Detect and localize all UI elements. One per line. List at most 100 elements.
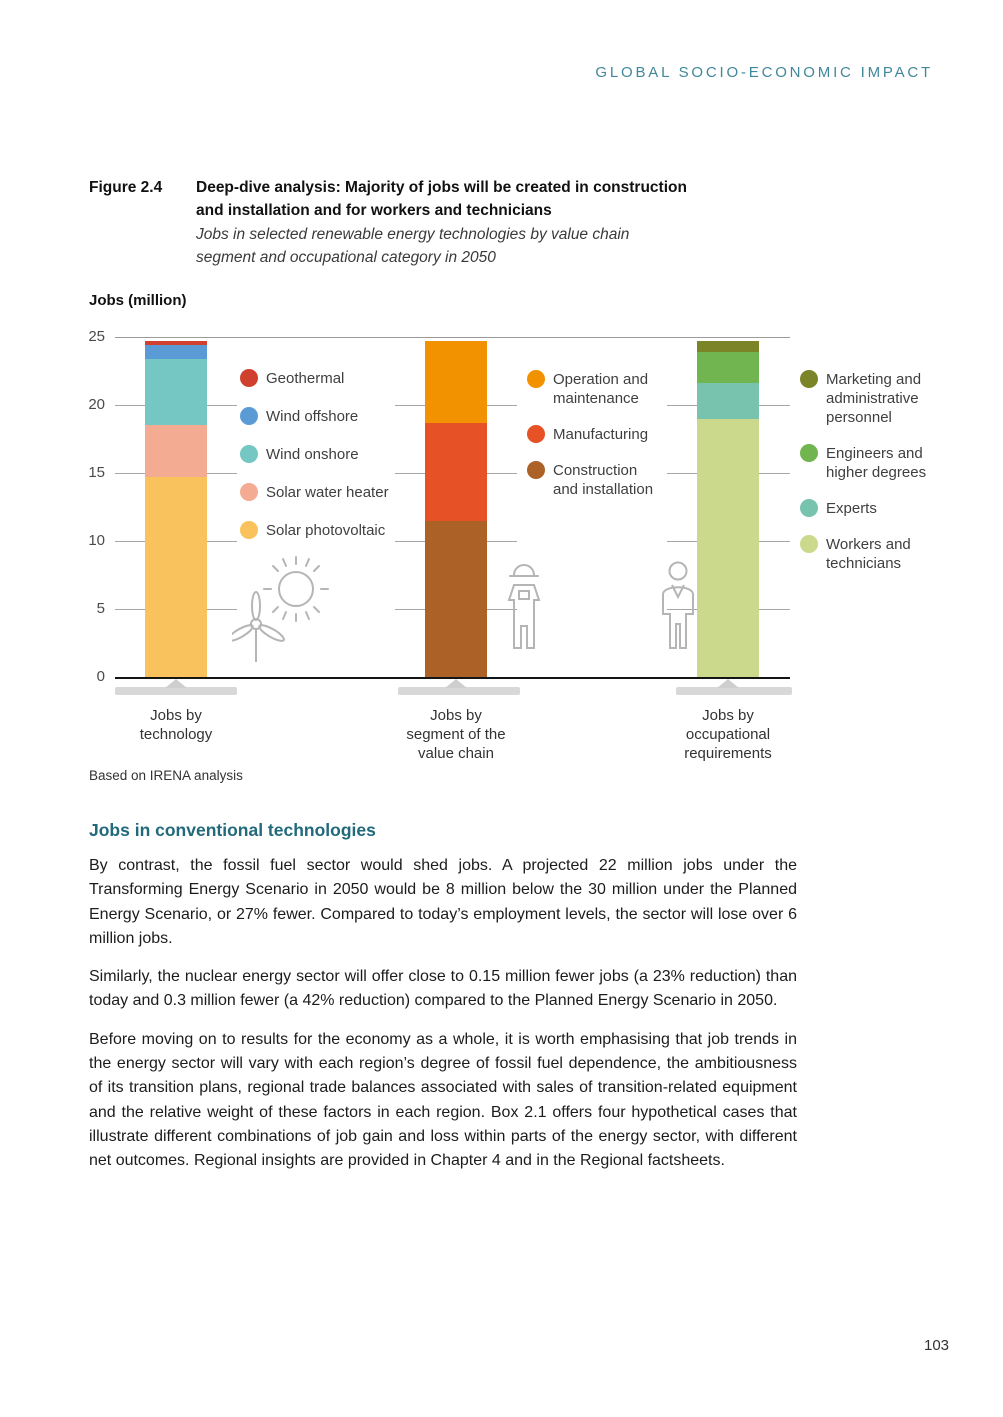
running-header: GLOBAL SOCIO-ECONOMIC IMPACT xyxy=(595,64,933,81)
legend-label: Solar photovoltaic xyxy=(266,522,386,539)
category-label: Jobs by technology xyxy=(139,707,213,743)
figure-caption: Figure 2.4 Deep-dive analysis: Majority … xyxy=(89,176,687,269)
legend-label: Wind offshore xyxy=(266,408,359,425)
legend-dot-icon xyxy=(527,370,545,388)
bar-segment-experts xyxy=(697,383,759,419)
category-label: Jobs by occupational requirements xyxy=(684,707,772,762)
bar-segment-operation-and-maintenance xyxy=(425,341,487,423)
legend-dot-icon xyxy=(240,445,258,463)
gridline-segment xyxy=(115,405,145,406)
legend-dot-icon xyxy=(800,444,818,462)
bar-segment-manufacturing xyxy=(425,422,487,521)
bar-segment-marketing-and-administrative-personnel xyxy=(697,341,759,352)
bar-pedestal-arrow xyxy=(445,679,467,688)
legend-item: Manufacturing xyxy=(527,425,653,444)
legend-item: Operation and maintenance xyxy=(527,370,653,408)
legend-dot-icon xyxy=(800,370,818,388)
legend-dot-icon xyxy=(800,499,818,517)
gridline-segment xyxy=(207,541,237,542)
bar-pedestal xyxy=(115,687,237,695)
gridline-segment xyxy=(115,609,145,610)
gridline-segment xyxy=(207,473,237,474)
bar-pedestal-arrow xyxy=(717,679,739,688)
legend-item: Solar water heater xyxy=(240,483,389,502)
category-label: Jobs by segment of the value chain xyxy=(406,707,506,762)
legend-label: Wind onshore xyxy=(266,446,359,463)
legend-label: Geothermal xyxy=(266,370,345,387)
gridline-segment xyxy=(759,405,790,406)
legend-technology: Geothermal Wind offshore Wind onshore Solar… xyxy=(240,369,389,540)
gridline-segment xyxy=(487,473,517,474)
gridline-segment xyxy=(487,541,517,542)
y-axis-tick-label: 25 xyxy=(88,328,105,345)
x-axis-line xyxy=(115,677,790,679)
bar-segment-geothermal xyxy=(145,341,207,346)
legend-dot-icon xyxy=(240,483,258,501)
body-text: Jobs in conventional technologies By con… xyxy=(89,820,797,1188)
figure-title-block: Deep-dive analysis: Majority of jobs wil… xyxy=(196,176,687,269)
bar-pedestal-arrow xyxy=(165,679,187,688)
legend-label: Operation and maintenance xyxy=(553,371,649,407)
gridline-segment xyxy=(395,609,425,610)
bar-pedestal xyxy=(676,687,792,695)
bar-segment-wind-offshore xyxy=(145,345,207,359)
legend-label: Marketing and administrative personnel xyxy=(826,371,922,426)
gridline-segment xyxy=(395,541,425,542)
gridline-segment xyxy=(395,405,425,406)
figure-title: Deep-dive analysis: Majority of jobs wil… xyxy=(196,179,687,219)
gridline-segment xyxy=(759,609,790,610)
legend-dot-icon xyxy=(240,407,258,425)
wind-turbine-sun-icon xyxy=(232,556,329,662)
legend-label: Workers and technicians xyxy=(826,536,911,572)
legend-item: Wind onshore xyxy=(240,445,389,464)
legend-label: Construction and installation xyxy=(553,462,654,498)
legend-value-chain: Operation and maintenance Manufacturing Co… xyxy=(527,370,653,499)
legend-item: Experts xyxy=(800,499,926,518)
legend-label: Solar water heater xyxy=(266,484,389,501)
gridline-segment xyxy=(667,405,697,406)
legend-dot-icon xyxy=(527,461,545,479)
legend-dot-icon xyxy=(527,425,545,443)
legend-dot-icon xyxy=(240,521,258,539)
figure-label: Figure 2.4 xyxy=(89,179,163,196)
bar-pedestal xyxy=(398,687,520,695)
paragraph: By contrast, the fossil fuel sector woul… xyxy=(89,857,797,947)
figure-subtitle: Jobs in selected renewable energy techno… xyxy=(196,226,630,266)
gridline-segment xyxy=(667,473,697,474)
section-heading: Jobs in conventional technologies xyxy=(89,820,376,840)
legend-dot-icon xyxy=(800,535,818,553)
paragraph: Similarly, the nuclear energy sector wil… xyxy=(89,968,797,1010)
source-note: Based on IRENA analysis xyxy=(89,768,243,783)
office-worker-icon xyxy=(662,561,694,649)
paragraph: Before moving on to results for the econ… xyxy=(89,1030,797,1170)
gridline-segment xyxy=(115,473,145,474)
gridline-top xyxy=(115,337,790,338)
gridline-segment xyxy=(487,405,517,406)
gridline-segment xyxy=(759,541,790,542)
construction-worker-icon xyxy=(507,564,541,649)
legend-item: Construction and installation xyxy=(527,461,653,499)
chart-axis-title: Jobs (million) xyxy=(89,292,187,309)
gridline-segment xyxy=(759,473,790,474)
bar-segment-wind-onshore xyxy=(145,358,207,426)
bar-segment-workers-and-technicians xyxy=(697,418,759,677)
bar-segment-solar-water-heater xyxy=(145,425,207,478)
gridline-segment xyxy=(667,541,697,542)
legend-item: Wind offshore xyxy=(240,407,389,426)
legend-item: Solar photovoltaic xyxy=(240,521,389,540)
legend-item: Geothermal xyxy=(240,369,389,388)
bar-segment-construction-and-installation xyxy=(425,520,487,677)
bar-segment-engineers-and-higher-degrees xyxy=(697,351,759,384)
y-axis-tick-label: 10 xyxy=(88,532,105,549)
legend-item: Workers and technicians xyxy=(800,535,926,573)
gridline-segment xyxy=(115,541,145,542)
gridline-segment xyxy=(395,473,425,474)
gridline-segment xyxy=(207,405,237,406)
legend-label: Experts xyxy=(826,500,877,517)
legend-label: Manufacturing xyxy=(553,426,649,443)
legend-item: Marketing and administrative personnel xyxy=(800,370,926,427)
legend-item: Engineers and higher degrees xyxy=(800,444,926,482)
legend-dot-icon xyxy=(240,369,258,387)
page-number: 103 xyxy=(924,1337,950,1354)
